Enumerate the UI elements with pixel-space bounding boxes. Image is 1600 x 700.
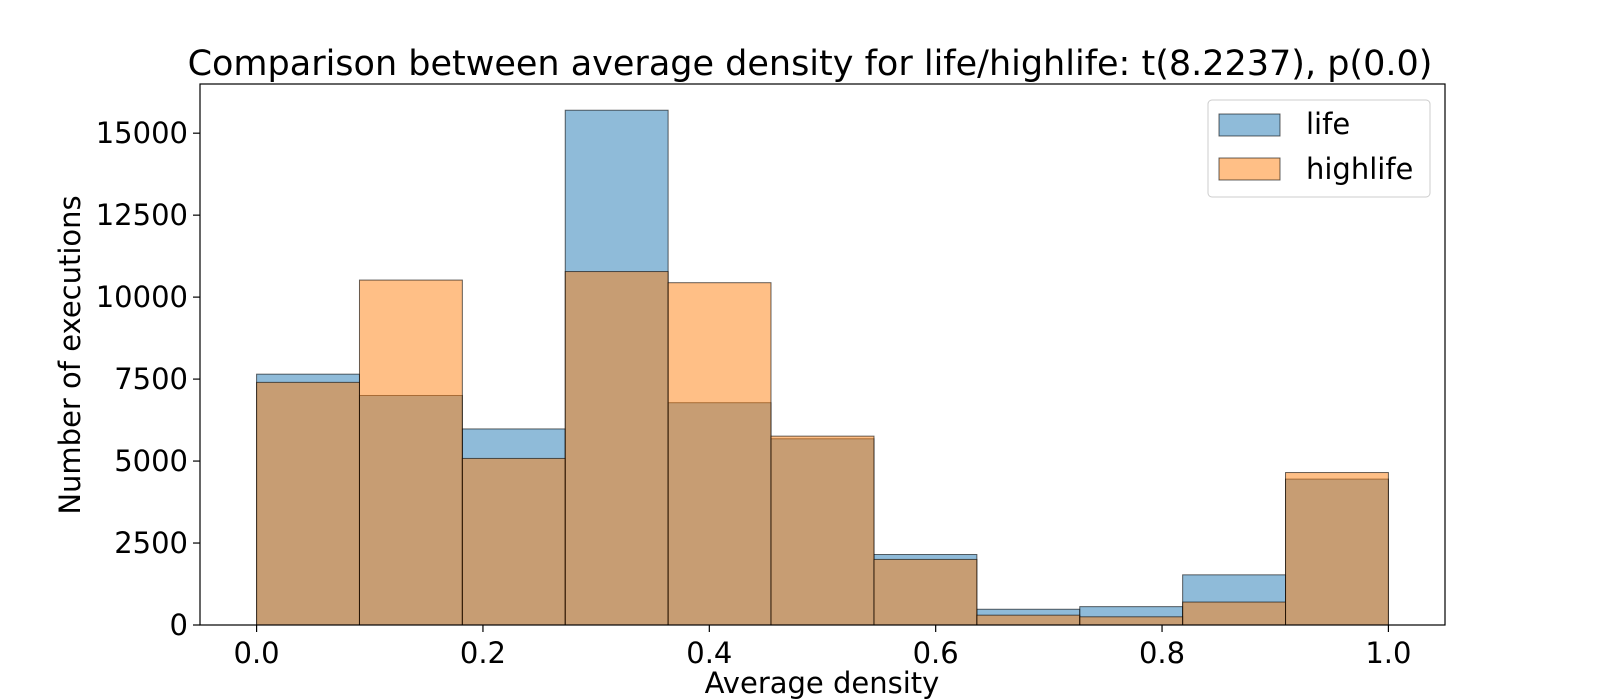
y-tick-label: 0 — [170, 608, 188, 642]
bar-highlife-5 — [770, 435, 875, 626]
y-tick-label: 5000 — [114, 444, 188, 478]
bar-highlife-10 — [1285, 472, 1389, 626]
bar-highlife-4 — [667, 282, 772, 626]
plot-frame — [199, 83, 1446, 626]
y-tick-label: 2500 — [114, 526, 188, 560]
x-axis-ticks: 0.0 0.2 0.4 0.6 0.8 1.0 — [234, 625, 1411, 670]
bar-highlife-9 — [1182, 601, 1287, 626]
legend-swatch-highlife — [1218, 157, 1281, 181]
x-tick-label: 0.4 — [686, 636, 732, 670]
legend-label-highlife: highlife — [1306, 152, 1413, 186]
y-axis-ticks: 0 2500 5000 7500 10000 12500 15000 — [96, 116, 200, 642]
bar-highlife-3 — [564, 271, 669, 626]
x-tick-label: 1.0 — [1365, 636, 1411, 670]
bar-highlife-1 — [358, 279, 463, 626]
y-tick-label: 10000 — [96, 280, 188, 314]
bar-highlife-7 — [976, 614, 1081, 626]
y-axis-label: Number of executions — [53, 195, 87, 514]
bar-highlife-2 — [461, 457, 566, 626]
x-tick-label: 0.0 — [234, 636, 280, 670]
legend-swatch-life — [1218, 113, 1281, 137]
bar-highlife-0 — [256, 381, 360, 626]
bar-highlife-8 — [1079, 616, 1184, 626]
legend-label-life: life — [1306, 107, 1350, 141]
x-tick-label: 0.8 — [1139, 636, 1185, 670]
histogram-bars — [256, 109, 1389, 626]
x-tick-label: 0.2 — [460, 636, 506, 670]
y-tick-label: 12500 — [96, 198, 188, 232]
y-tick-label: 15000 — [96, 116, 188, 150]
legend: life highlife — [1207, 99, 1431, 198]
chart-title: Comparison between average density for l… — [188, 44, 1433, 84]
bar-highlife-6 — [873, 558, 978, 626]
x-tick-label: 0.6 — [913, 636, 959, 670]
x-axis-label: Average density — [705, 666, 940, 700]
y-tick-label: 7500 — [114, 362, 188, 396]
